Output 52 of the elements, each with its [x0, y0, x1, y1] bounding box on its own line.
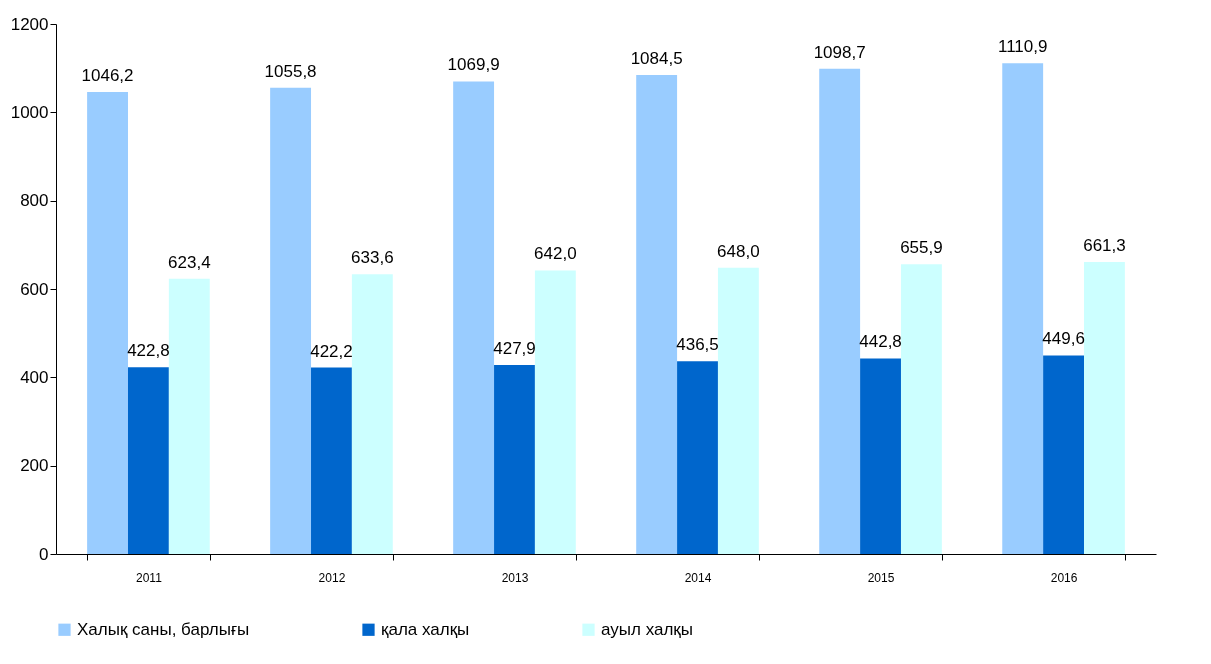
legend-label: қала халқы [381, 619, 470, 639]
bar [311, 367, 352, 554]
data-label: 661,3 [1083, 235, 1126, 255]
bar [453, 81, 495, 554]
x-tick-label: 2016 [1050, 570, 1078, 585]
data-label: 623,4 [168, 252, 211, 272]
bar [860, 358, 901, 554]
legend-label: Халық саны, барлығы [77, 619, 250, 639]
bar [677, 361, 718, 554]
data-label: 648,0 [717, 241, 760, 261]
y-tick-label: 800 [20, 191, 49, 211]
x-tick-label: 2011 [136, 570, 163, 585]
x-tick-label: 2013 [501, 570, 529, 585]
data-label: 1084,5 [630, 49, 683, 69]
bar [534, 270, 576, 554]
bar [87, 91, 128, 554]
data-label: 1046,2 [81, 65, 134, 85]
data-label: 442,8 [859, 332, 902, 352]
data-label: 1110,9 [997, 37, 1048, 57]
data-label: 642,0 [534, 244, 577, 264]
data-label: 427,9 [493, 339, 536, 359]
data-label: 449,6 [1042, 329, 1085, 349]
data-label: 436,5 [676, 335, 719, 355]
y-tick-label: 1200 [10, 14, 49, 34]
x-tick-label: 2012 [318, 570, 346, 585]
bar [717, 267, 759, 554]
y-tick-label: 200 [20, 456, 49, 476]
data-label: 422,8 [127, 341, 170, 361]
y-tick-label: 600 [20, 279, 49, 299]
y-tick-label: 0 [39, 544, 49, 564]
bar [270, 87, 312, 554]
bar [1002, 63, 1044, 554]
data-label: 633,6 [351, 248, 394, 268]
data-label: 1098,7 [813, 42, 866, 62]
bar [1084, 261, 1125, 554]
data-label: 1055,8 [264, 61, 317, 81]
bar [1043, 355, 1085, 554]
data-label: 1069,9 [447, 55, 500, 75]
bar [351, 274, 393, 554]
data-label: 422,2 [310, 341, 353, 361]
bar [636, 75, 678, 554]
bar [900, 264, 942, 554]
legend-label: ауыл халқы [601, 619, 693, 639]
bar [819, 68, 861, 554]
y-tick-label: 400 [20, 367, 49, 387]
bar [494, 365, 535, 554]
bar [168, 278, 210, 554]
x-tick-label: 2014 [684, 570, 712, 585]
bar [127, 367, 169, 554]
data-label: 655,9 [900, 238, 943, 258]
x-tick-label: 2015 [867, 570, 895, 585]
y-tick-label: 1000 [10, 102, 49, 122]
